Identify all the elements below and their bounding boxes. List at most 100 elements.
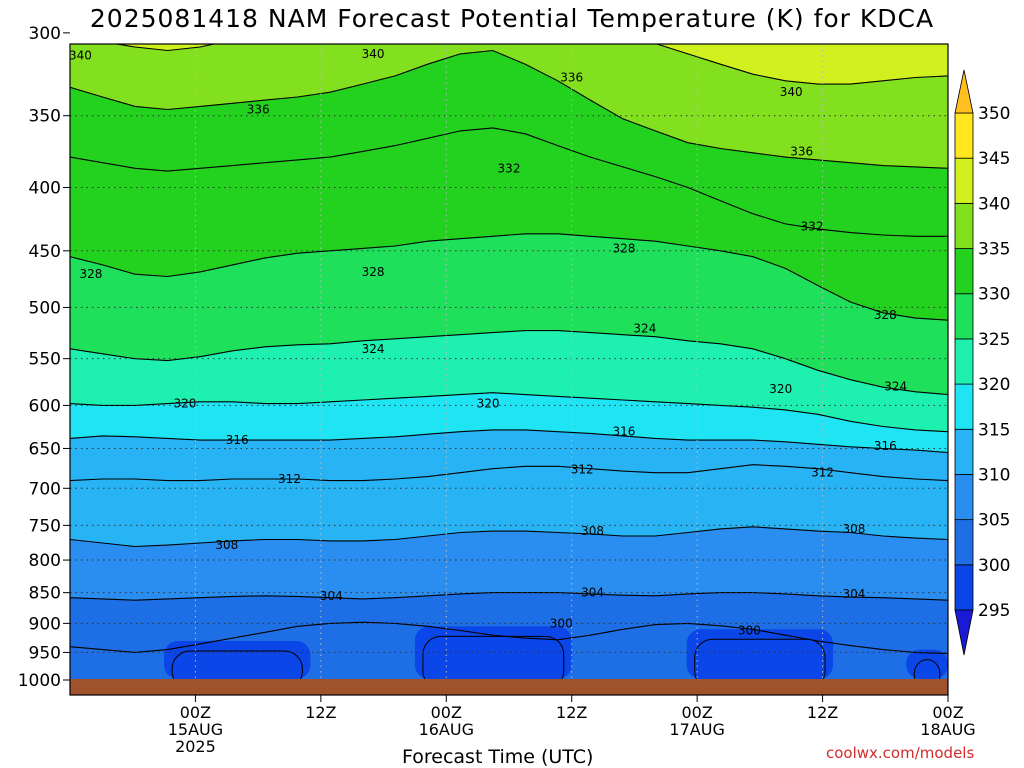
- x-tick-label: 00Z: [431, 703, 462, 722]
- credit-text: coolwx.com/models: [826, 744, 975, 762]
- contour-label-312: 312: [571, 463, 594, 477]
- cold-pool-contour-2: [694, 638, 826, 679]
- contour-label-308: 308: [215, 538, 238, 552]
- colorbar-tick-label: 320: [978, 375, 1010, 395]
- contour-label-316: 316: [613, 425, 636, 439]
- isentrope-320: [70, 392, 948, 433]
- isentrope-contour-layer: [70, 44, 948, 679]
- contour-label-336: 336: [560, 71, 583, 85]
- x-tick-label: 00Z: [932, 703, 963, 722]
- y-tick-label: 1000: [18, 671, 61, 691]
- colorbar-max-arrow: [954, 69, 974, 114]
- contour-label-328: 328: [362, 265, 385, 279]
- y-tick-label: 550: [29, 350, 61, 370]
- cold-pool-contour-3: [913, 659, 941, 679]
- colorbar-segment: [954, 428, 974, 475]
- colorbar-segment: [954, 383, 974, 430]
- contour-label-316: 316: [226, 433, 249, 447]
- contour-label-340: 340: [69, 49, 92, 63]
- x-tick-label: 2025: [175, 737, 216, 756]
- contour-label-332: 332: [801, 219, 824, 233]
- x-tick-label: 16AUG: [419, 720, 474, 739]
- colorbar-min-arrow: [954, 609, 974, 656]
- fill-band-300: [70, 592, 948, 654]
- colorbar-segment: [954, 112, 974, 159]
- isentrope-332: [70, 127, 948, 237]
- contour-label-336: 336: [247, 103, 270, 117]
- y-tick-label: 800: [29, 551, 61, 571]
- colorbar-tick-label: 340: [978, 194, 1010, 214]
- colorbar-tick-label: 325: [978, 330, 1010, 350]
- isentrope-324: [70, 330, 948, 396]
- contour-label-304: 304: [320, 589, 343, 603]
- contour-label-324: 324: [362, 342, 385, 356]
- isentrope-304: [70, 592, 948, 601]
- isentrope-312: [70, 464, 948, 482]
- contour-label-320: 320: [769, 382, 792, 396]
- y-tick-label: 450: [29, 242, 61, 262]
- contour-label-324: 324: [633, 322, 656, 336]
- y-axis: 2503003504004505005506006507007508008509…: [18, 24, 70, 691]
- colorbar-tick-label: 295: [978, 601, 1010, 621]
- fill-band-312: [70, 429, 948, 481]
- colorbar-segment: [954, 519, 974, 566]
- chart-title: 2025081418 NAM Forecast Potential Temper…: [89, 4, 935, 33]
- contour-label-312: 312: [278, 472, 301, 486]
- x-tick-label: 12Z: [556, 703, 587, 722]
- isentrope-316: [70, 429, 948, 454]
- colorbar-segment: [954, 474, 974, 521]
- colorbar-tick-label: 310: [978, 465, 1010, 485]
- y-tick-label: 850: [29, 584, 61, 604]
- cold-pool-contour-1: [422, 635, 565, 679]
- contour-label-304: 304: [842, 587, 865, 601]
- fill-band-332: [70, 50, 948, 237]
- contour-label-340: 340: [362, 47, 385, 61]
- x-tick-label: 00Z: [681, 703, 712, 722]
- contour-label-328: 328: [874, 308, 897, 322]
- colorbar-segment: [954, 564, 974, 611]
- x-tick-label: 12Z: [807, 703, 838, 722]
- cold-pool-3: [906, 649, 948, 679]
- contour-label-308: 308: [842, 522, 865, 536]
- isentrope-340: [113, 44, 948, 85]
- plot-frame: [69, 43, 949, 696]
- isentrope-336: [70, 49, 948, 169]
- fill-band-304: [70, 526, 948, 601]
- y-tick-label: 500: [29, 298, 61, 318]
- x-tick-label: 15AUG: [168, 720, 223, 739]
- contour-label-308: 308: [581, 524, 604, 538]
- colorbar-tick-label: 315: [978, 420, 1010, 440]
- contour-label-320: 320: [477, 397, 500, 411]
- contour-label-340: 340: [571, 13, 594, 27]
- cold-pool-contour-0: [171, 650, 303, 679]
- grid-layer: [70, 44, 948, 679]
- y-tick-label: 900: [29, 614, 61, 634]
- x-tick-label: 12Z: [305, 703, 336, 722]
- contour-label-336: 336: [790, 144, 813, 158]
- fill-band-324: [70, 233, 948, 395]
- colorbar-tick-label: 330: [978, 285, 1010, 305]
- x-axis-label: Forecast Time (UTC): [402, 746, 594, 768]
- x-tick-label: 17AUG: [669, 720, 724, 739]
- y-tick-label: 750: [29, 516, 61, 536]
- colorbar-segment: [954, 293, 974, 340]
- colorbar-tick-label: 305: [978, 511, 1010, 531]
- contour-label-300: 300: [550, 616, 573, 630]
- x-tick-label: 00Z: [180, 703, 211, 722]
- fill-band-340: [116, 44, 948, 85]
- contour-label-340: 340: [780, 85, 803, 99]
- colorbar-tick-label: 345: [978, 149, 1010, 169]
- cold-pool-1: [414, 626, 572, 679]
- colorbar-segment: [954, 157, 974, 204]
- contour-label-332: 332: [498, 161, 521, 175]
- colorbar-segment: [954, 338, 974, 385]
- y-tick-label: 950: [29, 643, 61, 663]
- y-tick-label: 300: [29, 24, 61, 44]
- contour-label-300: 300: [738, 623, 761, 637]
- fill-band-348: [70, 0, 948, 44]
- colorbar-tick-label: 300: [978, 556, 1010, 576]
- ground-terrain: [70, 679, 948, 695]
- fill-band-316: [70, 392, 948, 453]
- contour-label-328: 328: [613, 241, 636, 255]
